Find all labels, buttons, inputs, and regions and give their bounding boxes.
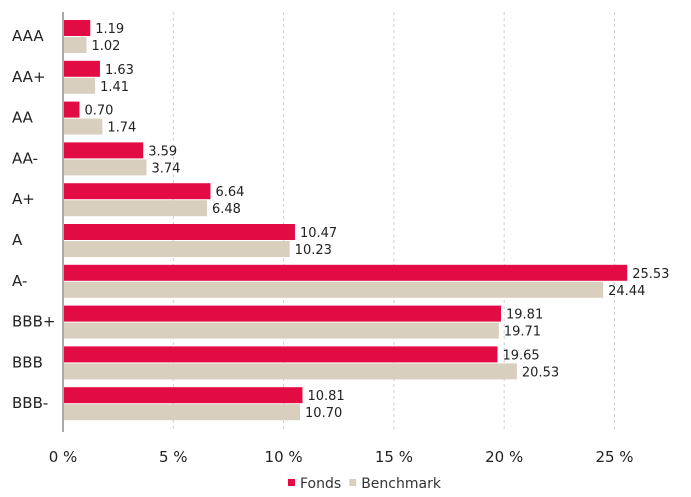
data-label-benchmark: 1.02 <box>92 39 121 54</box>
category-label: BBB- <box>12 394 48 412</box>
legend-label-benchmark: Benchmark <box>361 476 442 492</box>
data-label-benchmark: 19.71 <box>504 325 541 340</box>
bars-layer <box>64 20 628 421</box>
bar-fonds <box>64 60 100 77</box>
x-tick-label: 0 % <box>49 448 78 466</box>
bar-fonds <box>64 264 628 281</box>
category-label: A <box>12 231 23 249</box>
data-label-fonds: 3.59 <box>148 144 177 159</box>
bar-fonds <box>64 142 144 159</box>
x-tick-label: 10 % <box>265 448 303 466</box>
data-label-fonds: 19.81 <box>506 308 543 323</box>
category-label: BBB+ <box>12 313 55 331</box>
bar-benchmark <box>64 363 517 380</box>
bar-fonds <box>64 224 295 240</box>
legend-swatch-fonds <box>288 479 295 486</box>
category-label: A- <box>12 272 27 290</box>
data-label-fonds: 10.81 <box>307 389 344 404</box>
data-label-benchmark: 24.44 <box>608 284 645 299</box>
bar-benchmark <box>64 281 604 298</box>
bar-benchmark <box>64 37 87 53</box>
data-label-benchmark: 1.74 <box>107 121 136 136</box>
x-tick-label: 15 % <box>375 448 413 466</box>
data-label-benchmark: 10.70 <box>305 406 342 421</box>
category-label: AAA <box>12 27 44 45</box>
data-label-fonds: 0.70 <box>84 104 113 119</box>
category-label: AA- <box>12 149 38 167</box>
bar-benchmark <box>64 159 147 176</box>
data-label-benchmark: 1.41 <box>100 80 129 95</box>
bar-benchmark <box>64 241 290 257</box>
data-label-benchmark: 20.53 <box>522 365 559 380</box>
bar-benchmark <box>64 404 301 421</box>
data-label-benchmark: 3.74 <box>152 161 181 176</box>
bar-fonds <box>64 20 91 36</box>
data-label-fonds: 1.19 <box>95 22 124 37</box>
data-label-benchmark: 10.23 <box>295 243 332 258</box>
legend-label-fonds: Fonds <box>300 476 341 492</box>
data-label-fonds: 6.64 <box>215 185 244 200</box>
data-label-fonds: 1.63 <box>105 63 134 78</box>
bar-benchmark <box>64 322 499 339</box>
bar-fonds <box>64 183 211 200</box>
legend: Fonds Benchmark <box>288 476 442 492</box>
legend-swatch-benchmark <box>349 479 357 486</box>
x-tick-label: 5 % <box>159 448 188 466</box>
data-label-fonds: 19.65 <box>502 348 539 363</box>
category-label: AA+ <box>12 68 46 86</box>
data-label-fonds: 10.47 <box>300 226 337 241</box>
bar-fonds <box>64 346 498 363</box>
bar-fonds <box>64 101 80 118</box>
x-tick-label: 25 % <box>595 448 633 466</box>
category-label: AA <box>12 109 34 127</box>
data-label-benchmark: 6.48 <box>212 202 241 217</box>
bar-benchmark <box>64 118 103 135</box>
data-label-fonds: 25.53 <box>632 267 669 282</box>
bar-benchmark <box>64 200 207 217</box>
bar-fonds <box>64 305 502 322</box>
x-tick-label: 20 % <box>485 448 523 466</box>
bar-fonds <box>64 387 303 404</box>
category-label: A+ <box>12 190 35 208</box>
category-label: BBB <box>12 353 43 371</box>
bar-benchmark <box>64 77 96 94</box>
